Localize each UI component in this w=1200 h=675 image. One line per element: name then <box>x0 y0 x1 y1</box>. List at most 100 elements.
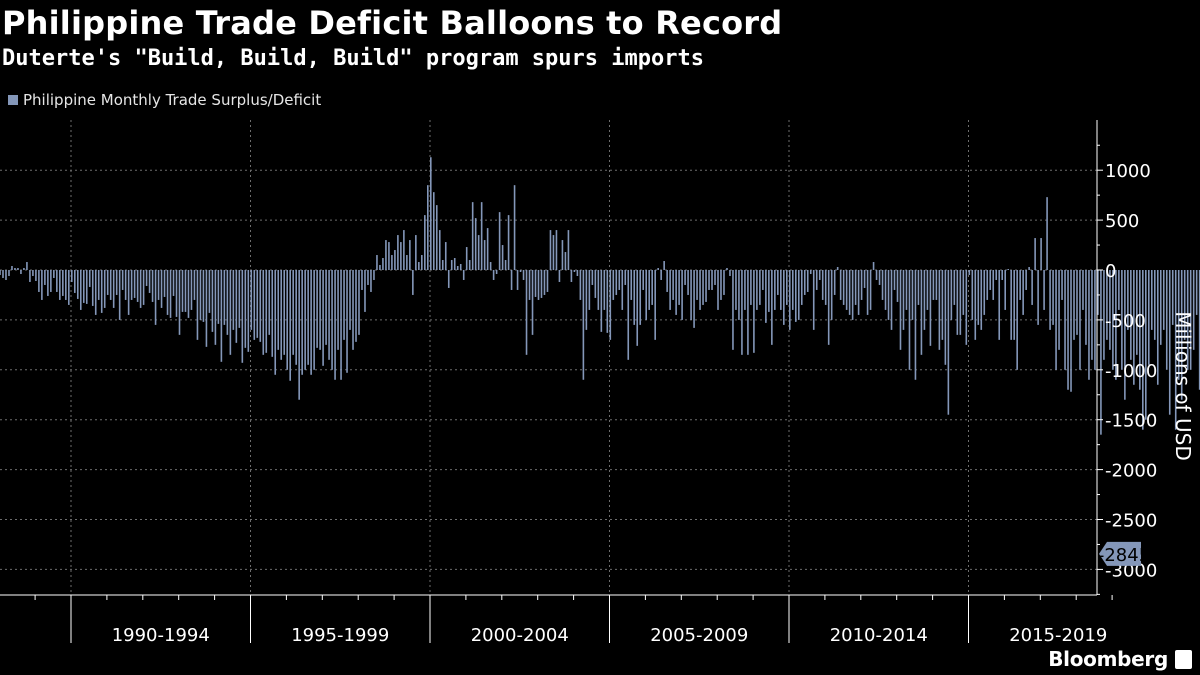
bar <box>762 270 764 290</box>
bar <box>872 262 875 270</box>
bar <box>576 270 579 276</box>
bar <box>1174 270 1177 430</box>
bar <box>800 270 803 305</box>
last-value-callout: -2845 <box>1098 541 1150 566</box>
bar <box>1156 270 1159 385</box>
chart-subtitle: Duterte's "Build, Build, Build" program … <box>2 46 704 71</box>
bar <box>346 270 348 373</box>
bar <box>845 270 848 310</box>
bar <box>941 270 944 340</box>
bar <box>1037 270 1039 325</box>
bar <box>489 262 492 270</box>
bar <box>115 270 118 295</box>
bar <box>235 270 238 343</box>
bar <box>558 270 561 282</box>
bar <box>675 270 677 315</box>
bar <box>947 270 950 415</box>
bar <box>307 270 309 365</box>
bar <box>564 252 567 270</box>
bar <box>459 264 462 270</box>
bar <box>791 270 794 310</box>
axes: 10005000-500-1000-1500-2000-2500-3000199… <box>0 120 1157 646</box>
bar <box>729 270 731 276</box>
bar <box>1094 270 1096 370</box>
bar <box>471 202 474 270</box>
bar <box>549 230 552 270</box>
bar <box>1073 270 1075 340</box>
bar <box>860 270 863 300</box>
bar <box>678 270 680 305</box>
y-tick-label: 500 <box>1105 211 1139 232</box>
bar <box>265 270 268 353</box>
bar <box>1145 270 1147 420</box>
bar <box>995 270 998 280</box>
bar <box>639 270 642 325</box>
bar <box>157 270 160 300</box>
bar <box>830 270 833 320</box>
bar <box>630 270 633 300</box>
bar <box>989 270 992 290</box>
y-tick-label: -2500 <box>1105 511 1157 532</box>
bar <box>1130 270 1132 360</box>
bar <box>456 266 459 270</box>
bar <box>94 270 97 315</box>
bar <box>986 270 989 300</box>
bar <box>597 270 600 310</box>
bar <box>486 228 489 270</box>
bar <box>142 270 145 305</box>
bar <box>902 270 905 330</box>
bar <box>133 270 136 298</box>
bar <box>259 270 262 342</box>
bar <box>818 270 821 280</box>
bar <box>926 270 929 310</box>
bar <box>480 202 483 270</box>
bar <box>1097 270 1099 315</box>
bar <box>956 270 959 335</box>
bar <box>1076 270 1078 335</box>
bar <box>202 270 205 322</box>
bar <box>663 261 665 270</box>
bar <box>522 270 525 280</box>
bar <box>379 265 381 270</box>
bar <box>777 270 779 295</box>
bar <box>325 270 327 345</box>
bar <box>977 270 980 325</box>
bar <box>468 260 471 270</box>
bar <box>103 270 106 308</box>
bar <box>959 270 962 335</box>
bar <box>588 270 591 310</box>
bar <box>696 270 698 300</box>
bar <box>91 270 94 306</box>
bar <box>738 270 740 320</box>
bar <box>744 270 746 310</box>
bar <box>1064 270 1066 370</box>
bar <box>1103 270 1105 360</box>
bar <box>319 270 321 350</box>
bar <box>256 270 259 338</box>
bar <box>453 258 456 270</box>
bar <box>657 268 659 270</box>
bar <box>884 270 887 310</box>
bar <box>672 270 674 300</box>
last-value-badge <box>1099 541 1141 566</box>
y-tick-label: -2000 <box>1105 461 1157 482</box>
bar <box>705 270 707 302</box>
bar <box>394 250 396 270</box>
bar <box>1013 270 1015 340</box>
bar <box>289 270 291 381</box>
bar <box>651 270 653 305</box>
bar <box>59 270 61 300</box>
bar <box>1040 238 1042 270</box>
bar <box>139 270 142 308</box>
bar <box>355 270 357 342</box>
bar <box>768 270 770 312</box>
bar <box>1019 270 1021 300</box>
bar <box>866 270 869 315</box>
bar <box>127 270 130 315</box>
bar <box>1127 270 1129 330</box>
bar <box>555 230 558 270</box>
bar <box>747 270 749 355</box>
bar <box>1052 270 1054 325</box>
bar <box>370 270 372 292</box>
